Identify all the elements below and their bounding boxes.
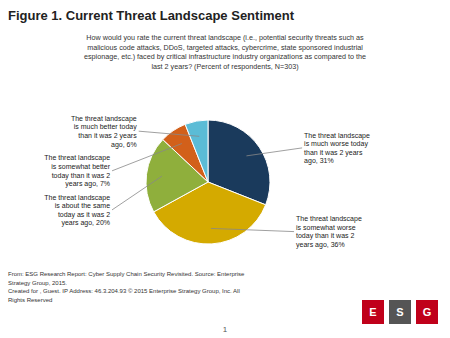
logo-letter: E (369, 306, 376, 318)
logo: ESG (362, 300, 438, 324)
chart: Figure 1. Current Threat Landscape Senti… (0, 0, 450, 338)
leader-line (139, 131, 200, 136)
slice-label: The threat landscapeis much better today… (71, 115, 137, 149)
footer-line: From: ESG Research Report: Cyber Supply … (8, 271, 245, 277)
leader-line (112, 144, 182, 171)
page-number: 1 (223, 325, 228, 334)
logo-letter: S (396, 306, 403, 318)
leader-line (211, 228, 294, 231)
footer-line: Rights Reserved (8, 297, 52, 303)
logo-letter: G (423, 306, 432, 318)
slice-label: The threat landscapeis somewhat worsetod… (296, 215, 362, 249)
logo-block (362, 300, 384, 324)
slice-labels: The threat landscapeis much worse todayt… (44, 115, 370, 249)
logo-block (389, 300, 411, 324)
footer: From: ESG Research Report: Cyber Supply … (8, 271, 245, 303)
slice-label: The threat landscapeis somewhat betterto… (44, 154, 110, 188)
slice-label: The threat landscapeis about the sametod… (44, 194, 110, 228)
logo-block (416, 300, 438, 324)
title: Figure 1. Current Threat Landscape Senti… (8, 8, 295, 23)
leader-line (246, 148, 302, 156)
subtitle: How would you rate the current threat la… (84, 33, 366, 71)
pie (146, 120, 270, 244)
slice-label: The threat landscapeis much worse todayt… (304, 132, 370, 166)
slice (185, 120, 208, 182)
leader-line (112, 176, 162, 210)
footer-line: Created for , Guest. IP Address: 46.3.20… (8, 288, 240, 294)
footer-line: Strategy Group, 2015. (8, 280, 67, 286)
